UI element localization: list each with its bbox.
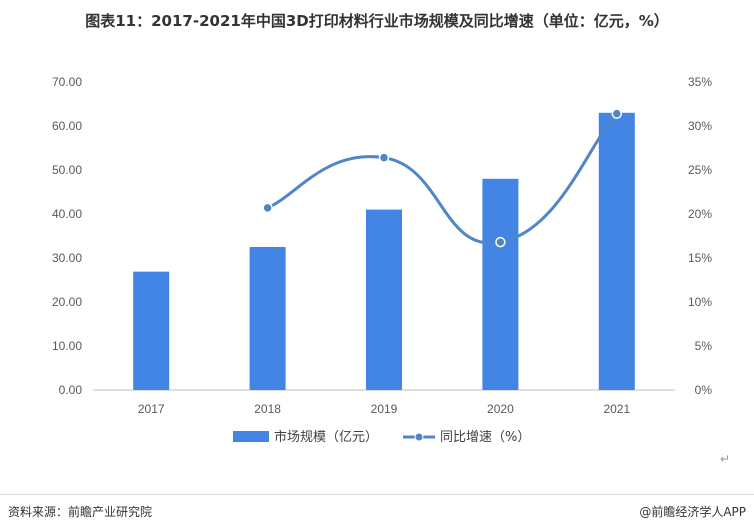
return-mark: ↵ (720, 452, 731, 466)
footer-divider (0, 494, 754, 495)
chart-title: 图表11：2017-2021年中国3D打印材料行业市场规模及同比增速（单位：亿元… (85, 12, 669, 30)
x-tick-label: 2018 (254, 402, 281, 416)
bar-2020 (482, 178, 519, 390)
combo-chart: 0.00 10.00 20.00 30.00 40.00 50.00 60.00 70.00 0… (52, 75, 713, 445)
y-left-tick-label: 30.00 (52, 251, 82, 265)
legend-bar-swatch (233, 431, 269, 442)
bar-2018 (249, 247, 286, 390)
y-right-tick-label: 0% (695, 383, 713, 397)
x-tick-label: 2021 (603, 402, 630, 416)
legend-line-label: 同比增速（%） (440, 430, 530, 445)
x-tick-label: 2020 (487, 402, 514, 416)
y-right-tick-label: 15% (688, 251, 712, 265)
y-right-tick-label: 25% (688, 163, 712, 177)
bar-2021 (598, 112, 635, 391)
y-right-tick-label: 20% (688, 207, 712, 221)
bar-2019 (366, 209, 402, 390)
y-right-tick-label: 5% (695, 339, 713, 353)
x-tick-label: 2017 (138, 402, 165, 416)
y-left-tick-label: 20.00 (52, 295, 82, 309)
y-left-tick-label: 70.00 (52, 75, 82, 89)
source-note: 资料来源：前瞻产业研究院 (8, 505, 153, 519)
growth-point (611, 108, 623, 119)
y-right-tick-label: 30% (688, 119, 712, 133)
y-left-tick-label: 10.00 (52, 339, 82, 353)
brand-credit: @前瞻经济学人APP (639, 505, 746, 519)
y-left-tick-label: 40.00 (52, 207, 82, 221)
legend-line-marker (414, 432, 424, 442)
y-left-tick-label: 0.00 (59, 383, 83, 397)
legend-bar-label: 市场规模（亿元） (274, 429, 378, 445)
y-right-tick-label: 10% (688, 295, 712, 309)
y-left-tick-label: 50.00 (52, 163, 82, 177)
growth-point (378, 152, 390, 163)
x-tick-label: 2019 (371, 402, 398, 416)
bar-2017 (133, 271, 170, 390)
growth-point (262, 202, 273, 214)
y-left-tick-label: 60.00 (52, 119, 82, 133)
growth-line (267, 112, 618, 245)
growth-point (495, 236, 506, 248)
y-right-tick-label: 35% (688, 75, 712, 89)
